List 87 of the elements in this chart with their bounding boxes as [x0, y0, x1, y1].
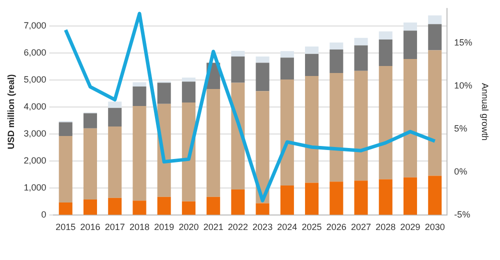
bar — [378, 31, 392, 40]
bar — [157, 196, 171, 215]
bar — [231, 56, 245, 83]
x-tick-label: 2029 — [400, 222, 420, 232]
bar — [330, 182, 344, 215]
bar — [428, 15, 442, 24]
y-tick-label: 4,000 — [24, 102, 46, 112]
bar — [403, 58, 418, 178]
bar — [354, 45, 368, 71]
x-tick-label: 2016 — [80, 222, 100, 232]
x-tick-label: 2021 — [203, 222, 224, 232]
y-tick-label: 2,000 — [24, 156, 46, 166]
x-tick-label: 2025 — [302, 222, 322, 232]
bar — [182, 201, 196, 215]
bar — [403, 30, 418, 59]
y2-tick-label: -5% — [454, 210, 470, 220]
bar — [428, 50, 442, 176]
bar — [58, 122, 72, 136]
bar — [108, 198, 122, 215]
x-tick-label: 2028 — [376, 222, 396, 232]
y-tick-label: 0 — [41, 210, 46, 220]
y2-axis-title: Annual growth — [480, 83, 490, 141]
bar — [280, 58, 294, 80]
y-tick-label: 6,000 — [24, 47, 46, 58]
bar — [428, 176, 442, 215]
bar — [256, 62, 270, 92]
bar — [378, 39, 392, 66]
bar — [231, 50, 245, 57]
y-tick-label: 5,000 — [24, 74, 46, 85]
bar — [305, 46, 319, 54]
bar — [428, 24, 442, 50]
x-tick-label: 2026 — [326, 222, 346, 232]
x-tick-label: 2018 — [129, 222, 150, 232]
bar — [132, 106, 146, 201]
bar — [206, 88, 220, 197]
bar — [280, 79, 294, 186]
bar — [83, 128, 98, 200]
bar — [280, 51, 294, 58]
bar — [330, 73, 344, 182]
bar — [83, 113, 98, 128]
bar — [378, 66, 392, 180]
bar — [182, 78, 196, 82]
bar — [403, 177, 418, 215]
bar — [132, 82, 146, 87]
y-axis-title: USD million (real) — [6, 74, 16, 150]
bar — [108, 102, 122, 108]
bar — [305, 182, 319, 215]
x-tick-label: 2015 — [56, 222, 76, 232]
x-tick-label: 2023 — [252, 222, 273, 232]
bar — [108, 108, 122, 127]
bar — [83, 200, 98, 215]
bar — [256, 56, 270, 63]
y-tick-label: 7,000 — [24, 20, 46, 30]
bar — [305, 76, 319, 183]
x-tick-label: 2020 — [178, 222, 199, 232]
bar — [58, 136, 72, 202]
bar — [305, 54, 319, 76]
bar — [354, 70, 368, 181]
bar — [108, 126, 122, 198]
x-tick-label: 2022 — [228, 222, 248, 232]
x-tick-label: 2030 — [424, 222, 445, 232]
bar — [256, 91, 270, 204]
y2-tick-label: 15% — [454, 37, 472, 48]
bar — [403, 22, 418, 31]
x-tick-label: 2019 — [154, 222, 174, 232]
bar — [157, 82, 171, 104]
bar — [378, 179, 392, 215]
bar — [206, 196, 220, 215]
bar — [330, 42, 344, 50]
x-tick-label: 2017 — [104, 222, 125, 232]
y2-tick-label: 10% — [454, 80, 472, 90]
bar — [280, 185, 294, 215]
y-tick-label: 3,000 — [24, 128, 46, 139]
bar — [58, 202, 72, 215]
x-tick-label: 2027 — [351, 222, 372, 232]
y-tick-label: 1,000 — [24, 182, 46, 193]
y2-tick-label: 5% — [454, 124, 468, 134]
x-tick-label: 2024 — [277, 222, 298, 232]
bar — [231, 190, 245, 215]
bar — [330, 49, 344, 74]
bar — [256, 203, 270, 215]
y2-tick-label: 0% — [454, 166, 468, 177]
bar — [354, 38, 368, 46]
bar — [354, 180, 368, 215]
bar — [132, 200, 146, 215]
bar — [132, 86, 146, 106]
bar — [182, 82, 196, 102]
